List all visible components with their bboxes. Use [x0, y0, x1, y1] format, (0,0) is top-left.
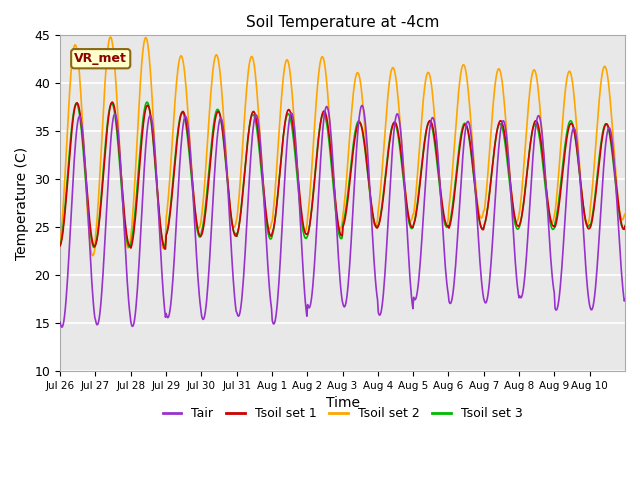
Text: VR_met: VR_met	[74, 52, 127, 65]
Title: Soil Temperature at -4cm: Soil Temperature at -4cm	[246, 15, 439, 30]
X-axis label: Time: Time	[326, 396, 360, 410]
Y-axis label: Temperature (C): Temperature (C)	[15, 147, 29, 260]
Legend: Tair, Tsoil set 1, Tsoil set 2, Tsoil set 3: Tair, Tsoil set 1, Tsoil set 2, Tsoil se…	[157, 402, 527, 425]
